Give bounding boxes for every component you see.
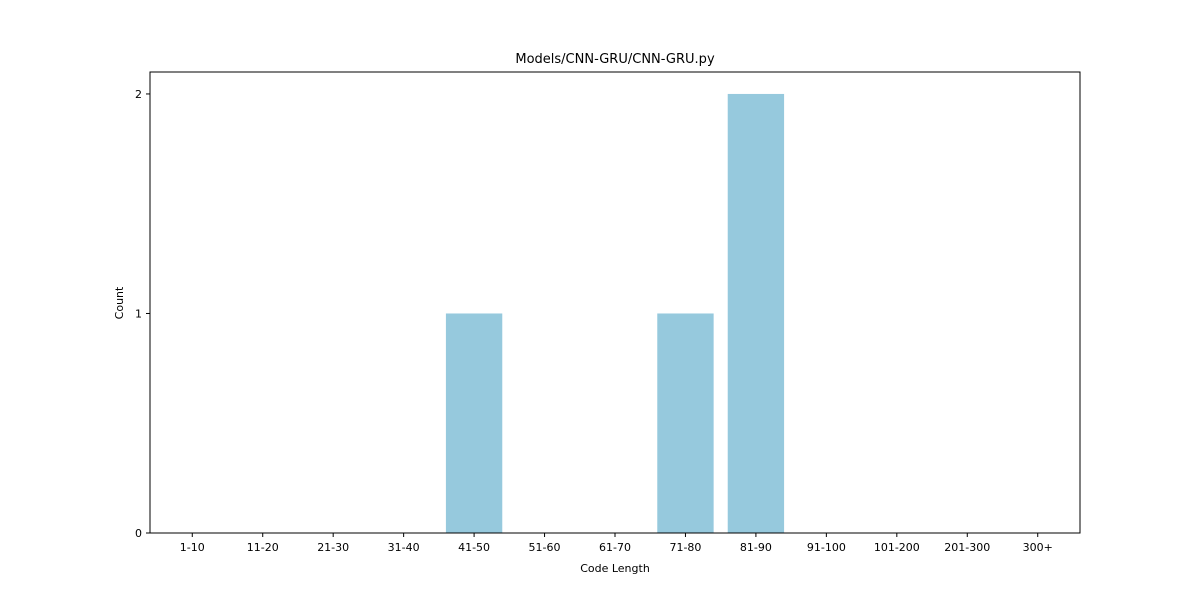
chart-title: Models/CNN-GRU/CNN-GRU.py [515,52,715,67]
x-tick-label: 41-50 [458,541,490,554]
x-tick-label: 51-60 [529,541,561,554]
y-tick-label: 2 [135,88,142,101]
x-tick-label: 81-90 [740,541,772,554]
bars-layer [445,93,785,533]
y-axis: 0 1 2 [135,88,150,540]
y-tick-label: 1 [135,307,142,320]
x-axis-title: Code Length [580,562,650,575]
x-tick-label: 31-40 [388,541,420,554]
x-tick-label: 201-300 [944,541,990,554]
y-axis-title: Count [113,286,126,319]
x-tick-label: 21-30 [317,541,349,554]
bar-81-90 [727,93,785,533]
x-tick-label: 61-70 [599,541,631,554]
bar-41-50 [445,313,503,533]
x-tick-label: 91-100 [807,541,846,554]
y-tick-label: 0 [135,527,142,540]
x-axis: 1-10 11-20 21-30 31-40 41-50 51-60 61-70 71-80 8… [180,533,1053,554]
x-tick-label: 300+ [1023,541,1053,554]
x-tick-label: 11-20 [247,541,279,554]
bar-71-80 [657,313,714,533]
x-tick-label: 101-200 [874,541,920,554]
x-tick-label: 1-10 [180,541,205,554]
x-tick-label: 71-80 [669,541,701,554]
